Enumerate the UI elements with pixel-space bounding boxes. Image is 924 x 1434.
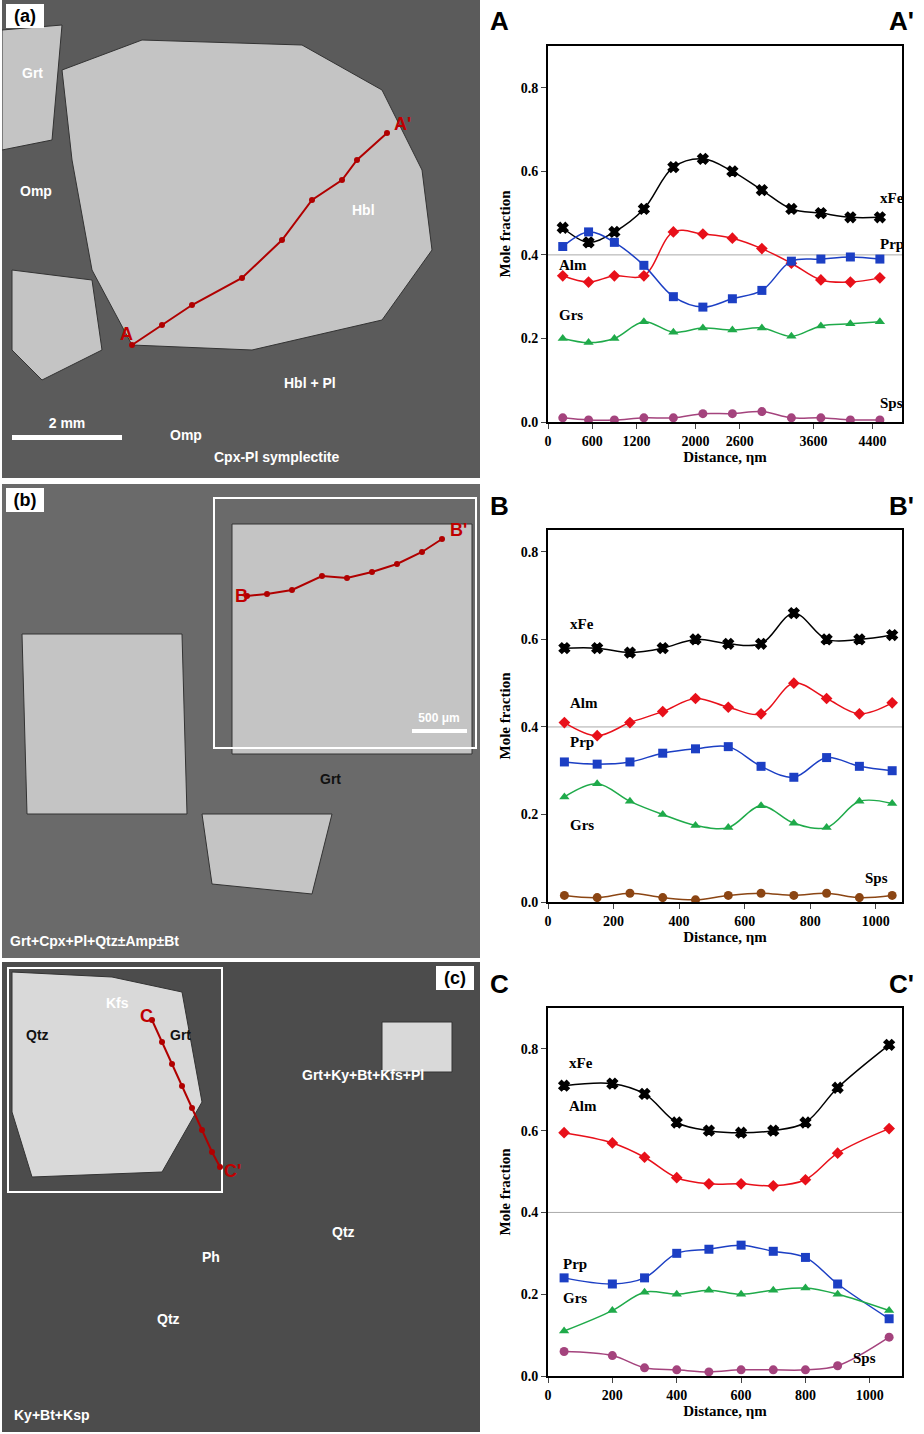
svg-text:Prp: Prp: [563, 1256, 587, 1272]
svg-text:600: 600: [582, 434, 603, 449]
svg-text:Ky+Bt+Ksp: Ky+Bt+Ksp: [14, 1407, 89, 1423]
svg-text:A: A: [120, 324, 133, 344]
svg-text:1000: 1000: [862, 914, 890, 929]
svg-text:0.0: 0.0: [521, 1369, 539, 1384]
svg-text:800: 800: [800, 914, 821, 929]
svg-text:Grs: Grs: [570, 817, 594, 833]
svg-text:C': C': [224, 1161, 241, 1181]
svg-text:4400: 4400: [859, 434, 887, 449]
svg-text:2 mm: 2 mm: [49, 415, 86, 431]
svg-text:3600: 3600: [800, 434, 828, 449]
svg-text:0.8: 0.8: [521, 1042, 539, 1057]
svg-text:A': A': [394, 114, 411, 134]
svg-text:0: 0: [545, 434, 552, 449]
svg-text:Grt: Grt: [320, 771, 341, 787]
svg-text:Grt: Grt: [170, 1027, 191, 1043]
svg-text:Qtz: Qtz: [26, 1027, 49, 1043]
svg-text:B: B: [490, 491, 509, 521]
svg-text:Sps: Sps: [880, 395, 903, 411]
svg-text:Qtz: Qtz: [332, 1224, 355, 1240]
svg-text:(c): (c): [444, 968, 466, 988]
svg-text:A: A: [490, 6, 509, 36]
svg-text:Prp: Prp: [570, 734, 594, 750]
svg-text:Distance, ηm: Distance, ηm: [683, 929, 767, 945]
svg-text:0.0: 0.0: [521, 895, 539, 910]
svg-text:1200: 1200: [623, 434, 651, 449]
svg-text:Cpx-Pl symplectite: Cpx-Pl symplectite: [214, 449, 339, 465]
svg-text:500 μm: 500 μm: [418, 711, 459, 725]
svg-text:Sps: Sps: [853, 1350, 876, 1366]
svg-text:0.4: 0.4: [521, 1205, 539, 1220]
svg-text:Grt+Cpx+Pl+Qtz±Amp±Bt: Grt+Cpx+Pl+Qtz±Amp±Bt: [10, 933, 179, 949]
svg-text:200: 200: [603, 914, 624, 929]
svg-text:Alm: Alm: [570, 695, 598, 711]
svg-text:400: 400: [666, 1388, 687, 1403]
svg-text:0.2: 0.2: [521, 331, 539, 346]
svg-text:0.2: 0.2: [521, 1287, 539, 1302]
svg-text:Mole fraction: Mole fraction: [497, 190, 513, 278]
svg-text:Qtz: Qtz: [157, 1311, 180, 1327]
svg-text:Prp: Prp: [880, 236, 904, 252]
svg-text:0.6: 0.6: [521, 632, 539, 647]
svg-text:xFe: xFe: [569, 1055, 593, 1071]
svg-text:Hbl + Pl: Hbl + Pl: [284, 375, 336, 391]
svg-text:800: 800: [795, 1388, 816, 1403]
svg-text:Grs: Grs: [559, 307, 583, 323]
svg-text:A': A': [889, 6, 914, 36]
svg-text:Sps: Sps: [865, 870, 888, 886]
svg-text:Alm: Alm: [569, 1098, 597, 1114]
svg-text:Hbl: Hbl: [352, 202, 375, 218]
svg-text:0: 0: [545, 1388, 552, 1403]
svg-text:0.8: 0.8: [521, 81, 539, 96]
svg-text:B': B': [450, 520, 467, 540]
svg-text:C: C: [490, 969, 509, 999]
svg-text:Omp: Omp: [20, 183, 52, 199]
svg-text:Grt+Ky+Bt+Kfs+Pl: Grt+Ky+Bt+Kfs+Pl: [302, 1067, 424, 1083]
svg-text:Grs: Grs: [563, 1290, 587, 1306]
svg-text:Ph: Ph: [202, 1249, 220, 1265]
svg-text:600: 600: [734, 914, 755, 929]
svg-text:0: 0: [545, 914, 552, 929]
svg-text:Omp: Omp: [170, 427, 202, 443]
svg-text:B: B: [235, 586, 248, 606]
svg-text:0.2: 0.2: [521, 807, 539, 822]
svg-text:(b): (b): [14, 490, 37, 510]
svg-text:2000: 2000: [682, 434, 710, 449]
svg-text:1000: 1000: [856, 1388, 884, 1403]
svg-text:B': B': [889, 491, 914, 521]
svg-text:2600: 2600: [726, 434, 754, 449]
svg-text:(a): (a): [14, 6, 36, 26]
svg-text:C': C': [889, 969, 914, 999]
svg-text:Distance, ηm: Distance, ηm: [683, 449, 767, 465]
svg-text:0.4: 0.4: [521, 248, 539, 263]
svg-text:0.8: 0.8: [521, 545, 539, 560]
svg-text:600: 600: [731, 1388, 752, 1403]
svg-text:xFe: xFe: [570, 616, 594, 632]
svg-text:C: C: [140, 1006, 153, 1026]
svg-text:0.4: 0.4: [521, 720, 539, 735]
svg-text:0.0: 0.0: [521, 415, 539, 430]
svg-text:Grt: Grt: [22, 65, 43, 81]
svg-text:xFe: xFe: [880, 190, 904, 206]
svg-text:Distance, ηm: Distance, ηm: [683, 1403, 767, 1419]
svg-text:Mole fraction: Mole fraction: [497, 672, 513, 760]
svg-text:0.6: 0.6: [521, 1124, 539, 1139]
svg-text:0.6: 0.6: [521, 164, 539, 179]
svg-text:200: 200: [602, 1388, 623, 1403]
svg-text:400: 400: [669, 914, 690, 929]
svg-text:Mole fraction: Mole fraction: [497, 1148, 513, 1236]
svg-text:Kfs: Kfs: [106, 995, 129, 1011]
svg-text:Alm: Alm: [559, 257, 587, 273]
